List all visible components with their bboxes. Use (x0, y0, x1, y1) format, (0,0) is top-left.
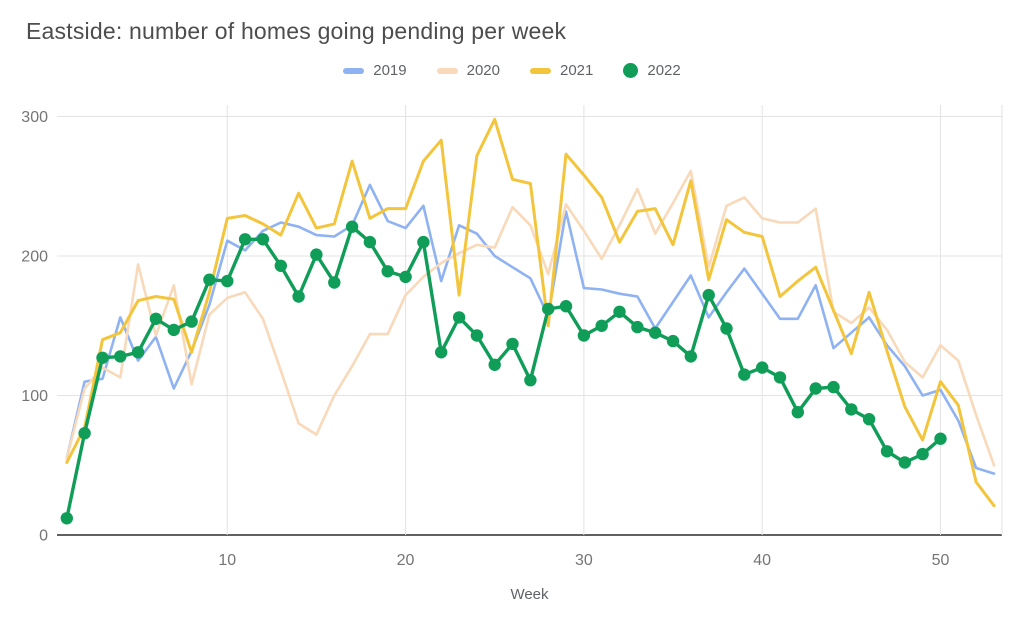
series-point-2022-week-6 (149, 312, 163, 325)
series-point-2022-week-30 (577, 329, 591, 342)
series-point-2022-week-25 (488, 358, 501, 371)
series-point-2022-week-11 (238, 233, 252, 246)
series-point-2022-week-31 (595, 319, 608, 332)
legend-label-2020: 2020 (466, 62, 500, 79)
series-point-2022-week-28 (542, 302, 555, 316)
x-tick-label: 10 (218, 552, 236, 569)
legend-item-2022: 2022 (623, 62, 681, 79)
series-point-2022-week-45 (845, 403, 858, 416)
legend-swatch-2021 (530, 67, 551, 74)
series-point-2022-week-15 (310, 248, 323, 261)
legend-label-2022: 2022 (647, 62, 681, 79)
series-point-2022-week-3 (96, 351, 109, 364)
series-point-2022-week-36 (684, 350, 697, 363)
series-point-2022-week-10 (221, 274, 234, 288)
legend-swatch-2019 (343, 67, 365, 74)
x-tick-label: 20 (397, 552, 415, 569)
x-tick-label: 50 (932, 552, 950, 569)
y-tick-label: 0 (39, 528, 48, 545)
series-point-2022-week-47 (880, 445, 894, 458)
legend-label-2021: 2021 (560, 62, 594, 79)
series-point-2022-week-40 (756, 361, 769, 374)
series-point-2022-week-43 (809, 382, 822, 395)
series-point-2022-week-50 (934, 432, 947, 445)
series-point-2022-week-19 (381, 265, 394, 278)
series-point-2022-week-4 (114, 350, 127, 363)
y-tick-label: 200 (21, 249, 48, 266)
chart-title: Eastside: number of homes going pending … (26, 18, 567, 44)
series-point-2022-week-44 (827, 380, 840, 394)
legend-item-2021: 2021 (530, 62, 593, 79)
legend-swatch-2020 (436, 67, 458, 74)
series-point-2022-week-34 (649, 326, 662, 339)
series-point-2022-week-9 (203, 273, 216, 286)
y-tick-label: 100 (21, 388, 48, 405)
series-point-2022-week-5 (131, 346, 145, 359)
x-tick-label: 40 (753, 552, 771, 569)
series-line-2020 (65, 169, 996, 467)
series-point-2022-week-8 (185, 315, 198, 328)
legend-item-2019: 2019 (343, 62, 407, 79)
series-point-2022-week-17 (345, 220, 359, 233)
series-point-2022-week-20 (399, 270, 412, 284)
series-point-2022-week-48 (898, 456, 911, 469)
series-point-2022-week-7 (167, 323, 180, 337)
series-line-2019 (65, 183, 996, 475)
series-point-2022-week-1 (60, 512, 73, 525)
series-point-2022-week-2 (78, 427, 91, 440)
series-point-2022-week-38 (720, 322, 733, 335)
series-point-2022-week-18 (363, 235, 377, 249)
series-point-2022-week-14 (292, 290, 305, 303)
series-point-2022-week-22 (435, 346, 448, 359)
legend-item-2020: 2020 (436, 62, 500, 79)
x-axis-title: Week (510, 586, 549, 603)
series-line-2021 (65, 117, 996, 508)
series-point-2022-week-27 (524, 374, 537, 387)
series-point-2022-week-16 (328, 276, 341, 289)
series-point-2022-week-42 (791, 406, 804, 419)
series-point-2022-week-37 (702, 288, 715, 302)
series-point-2022-week-41 (773, 371, 787, 384)
series-point-2022-week-35 (666, 334, 680, 348)
series-point-2022-week-23 (452, 311, 466, 324)
series-point-2022-week-26 (506, 337, 519, 351)
series-point-2022-week-24 (470, 329, 484, 342)
y-tick-label: 300 (21, 109, 48, 126)
series-point-2022-week-39 (738, 368, 751, 381)
series-point-2022-week-49 (916, 447, 929, 461)
series-point-2022-week-46 (862, 413, 876, 426)
x-tick-label: 30 (575, 552, 593, 569)
chart-legend: 2019 2020 2021 2022 (0, 62, 1024, 79)
series-point-2022-week-13 (274, 259, 287, 272)
series-point-2022-week-12 (256, 233, 270, 246)
series-point-2022-week-29 (559, 300, 573, 313)
series-point-2022-week-33 (631, 320, 644, 334)
series-point-2022-week-32 (613, 305, 626, 318)
legend-swatch-2022 (623, 63, 639, 78)
series-point-2022-week-21 (417, 235, 430, 249)
legend-label-2019: 2019 (373, 62, 407, 79)
